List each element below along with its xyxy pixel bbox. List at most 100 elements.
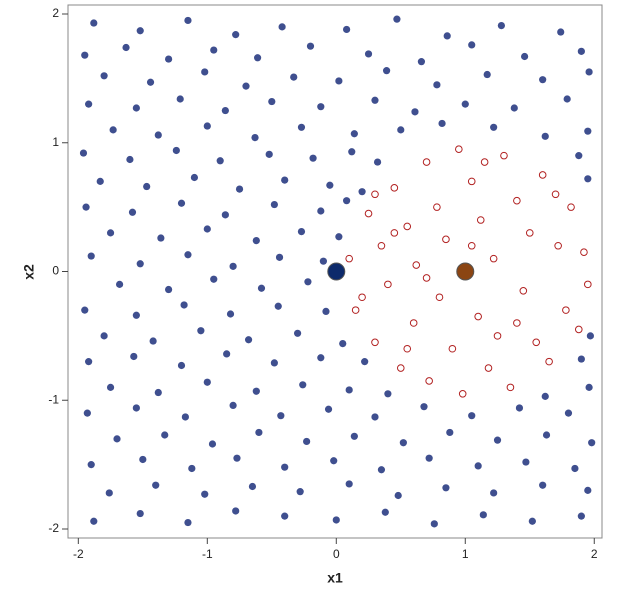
- data-point: [539, 76, 547, 84]
- data-point: [335, 233, 343, 241]
- data-point: [176, 95, 184, 103]
- data-point: [358, 188, 366, 196]
- data-point: [235, 185, 244, 193]
- data-point: [136, 27, 144, 35]
- y-tick-label: -1: [48, 392, 59, 406]
- data-point: [577, 355, 585, 363]
- data-point: [425, 454, 433, 462]
- data-point: [584, 175, 592, 183]
- data-point: [232, 31, 240, 39]
- data-point: [177, 361, 186, 370]
- data-point: [203, 225, 211, 233]
- data-point: [371, 190, 379, 199]
- data-point: [132, 404, 140, 412]
- data-point: [299, 381, 307, 389]
- data-point: [303, 437, 311, 446]
- data-point: [345, 254, 353, 263]
- data-point: [139, 455, 147, 464]
- data-point: [396, 364, 405, 372]
- data-point: [317, 354, 325, 362]
- data-point: [571, 464, 579, 473]
- data-point: [100, 332, 108, 340]
- data-point: [446, 428, 454, 437]
- data-point: [345, 480, 353, 488]
- data-point: [422, 274, 431, 282]
- data-point: [399, 439, 407, 447]
- data-point: [233, 454, 241, 462]
- x-axis-title: x1: [327, 570, 343, 586]
- data-point: [476, 216, 485, 224]
- data-point: [364, 209, 373, 218]
- data-point: [371, 96, 379, 104]
- data-point: [433, 81, 441, 89]
- data-point: [143, 182, 151, 191]
- data-point: [390, 184, 399, 192]
- data-point: [105, 489, 113, 497]
- data-point: [493, 436, 502, 444]
- data-point: [330, 457, 338, 465]
- y-axis-title: x2: [21, 264, 37, 280]
- data-point: [216, 157, 224, 165]
- data-point: [306, 42, 315, 50]
- data-point: [293, 329, 302, 337]
- data-point: [513, 196, 521, 205]
- data-point: [136, 260, 144, 268]
- data-point: [371, 338, 379, 347]
- data-point: [381, 508, 389, 516]
- data-point: [90, 517, 98, 525]
- data-point: [541, 132, 549, 140]
- data-point: [113, 435, 121, 443]
- data-point: [545, 357, 553, 366]
- data-point: [297, 227, 306, 236]
- data-point: [96, 177, 104, 185]
- data-point: [79, 149, 88, 157]
- data-point: [551, 190, 560, 199]
- data-point: [411, 108, 419, 116]
- data-point: [361, 358, 369, 366]
- data-point: [115, 280, 124, 288]
- data-point: [510, 104, 518, 112]
- data-point: [232, 507, 240, 515]
- data-point: [106, 383, 115, 391]
- x-tick-label: 1: [462, 547, 469, 561]
- data-point: [254, 54, 262, 62]
- data-point: [585, 383, 593, 391]
- data-point: [456, 262, 475, 281]
- data-point: [332, 516, 340, 524]
- data-point: [377, 241, 386, 250]
- data-point: [343, 25, 351, 34]
- data-point: [348, 148, 356, 156]
- data-point: [522, 458, 530, 466]
- x-tick-label: 0: [333, 547, 340, 561]
- data-point: [479, 511, 487, 519]
- data-point: [345, 386, 353, 394]
- data-point: [221, 211, 229, 219]
- data-point: [409, 319, 418, 327]
- data-point: [525, 229, 534, 237]
- data-point: [126, 155, 134, 164]
- data-point: [152, 481, 160, 489]
- data-point: [403, 344, 412, 353]
- y-tick-label: 1: [52, 135, 59, 149]
- data-point: [87, 252, 95, 260]
- data-point: [438, 119, 446, 128]
- data-point: [515, 404, 524, 412]
- data-point: [281, 463, 289, 471]
- data-point: [130, 352, 138, 361]
- data-point: [165, 285, 173, 294]
- data-point: [326, 181, 334, 189]
- data-point: [467, 241, 476, 250]
- data-point: [422, 158, 431, 166]
- data-point: [364, 50, 373, 58]
- data-point: [201, 68, 209, 76]
- data-point: [100, 72, 108, 80]
- data-point: [350, 130, 358, 138]
- data-point: [586, 332, 594, 340]
- data-point: [281, 176, 289, 184]
- data-point: [425, 377, 433, 385]
- data-point: [528, 517, 536, 525]
- data-point: [532, 338, 541, 347]
- data-point: [575, 152, 583, 160]
- data-point: [309, 154, 317, 162]
- data-point: [563, 95, 571, 103]
